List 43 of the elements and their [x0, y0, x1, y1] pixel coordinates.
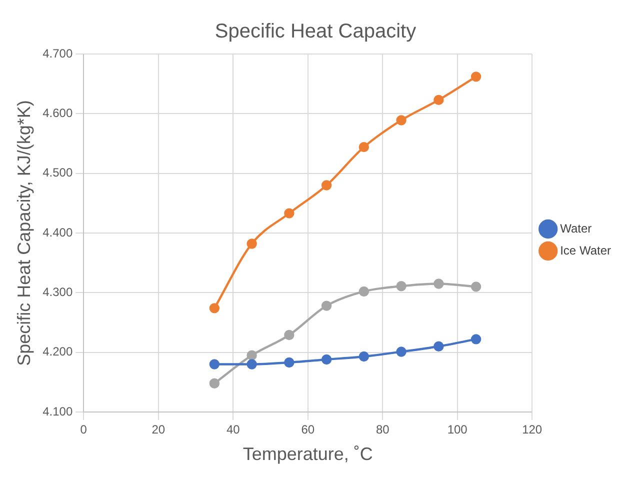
- point: [284, 357, 294, 368]
- y-tick-label: 4.300: [42, 284, 73, 299]
- x-axis-title: Temperature, ˚C: [242, 444, 373, 464]
- x-tick-label: 40: [226, 422, 240, 437]
- point: [246, 238, 257, 249]
- point: [470, 334, 482, 344]
- point: [358, 142, 370, 152]
- chart-title: Specific Heat Capacity: [214, 20, 416, 43]
- legend-label: Ice Water: [560, 243, 612, 258]
- x-tick-label: 60: [301, 422, 315, 437]
- x-tick-label: 0: [80, 422, 88, 437]
- point: [209, 303, 220, 314]
- y-tick-label: 4.500: [42, 166, 73, 180]
- x-tick-label: 80: [376, 422, 390, 437]
- point: [246, 350, 257, 360]
- x-tick-label: 20: [152, 422, 166, 437]
- y-tick-label: 4.400: [42, 225, 73, 240]
- point: [321, 180, 332, 190]
- y-tick-label: 4.600: [42, 106, 73, 120]
- point: [246, 359, 257, 370]
- point: [209, 378, 220, 388]
- y-tick-label: 4.700: [42, 46, 73, 60]
- point: [470, 72, 482, 82]
- legend-label: Water: [560, 221, 592, 236]
- point: [321, 354, 332, 365]
- point: [209, 359, 220, 370]
- y-tick-label: 4.200: [42, 344, 73, 359]
- point: [396, 346, 406, 357]
- point: [434, 94, 444, 106]
- point: [284, 208, 294, 218]
- y-tick-label: 4.100: [42, 404, 73, 418]
- point: [358, 351, 370, 362]
- point: [396, 115, 406, 126]
- point: [434, 341, 444, 352]
- point: [284, 330, 294, 340]
- x-tick-label: 120: [522, 422, 542, 437]
- point: [396, 281, 406, 292]
- point: [358, 286, 370, 297]
- y-axis-title: Specific Heat Capacity, KJ/(kg*K): [14, 100, 34, 366]
- x-tick-label: 100: [447, 422, 468, 437]
- point: [470, 282, 482, 292]
- point: [321, 300, 332, 311]
- point: [434, 278, 444, 289]
